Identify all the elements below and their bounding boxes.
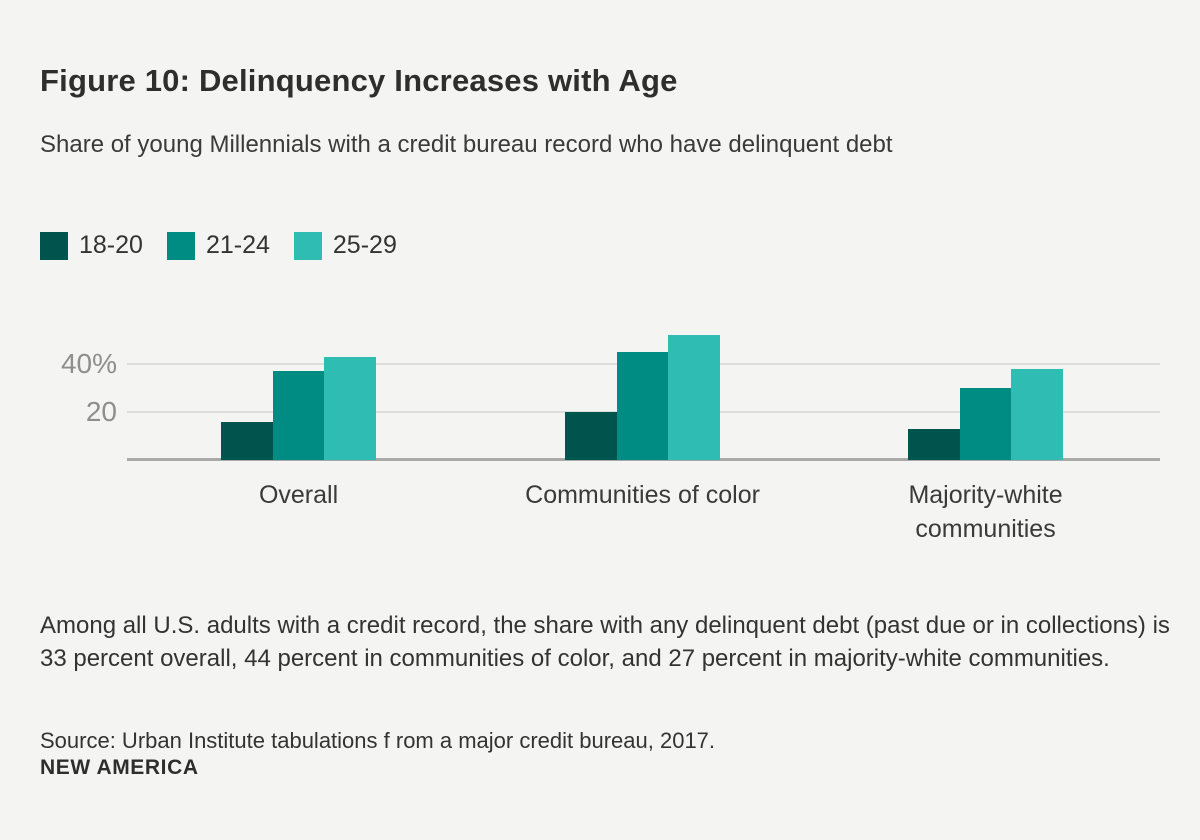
y-tick-label: 20	[85, 396, 117, 427]
legend-item: 18-20	[40, 231, 143, 260]
legend-label: 21-24	[205, 231, 270, 259]
legend-label: 18-20	[79, 231, 143, 259]
bar-21-24	[959, 388, 1012, 460]
bar-group	[908, 368, 1064, 460]
legend-label: 25-29	[332, 231, 397, 259]
chart-caption: Among all U.S. adults with a credit reco…	[40, 612, 1170, 672]
page-subtitle: Share of young Millennials with a credit…	[40, 131, 893, 158]
legend-item: 25-29	[293, 231, 397, 260]
bar-18-20	[908, 428, 960, 460]
brand-logo: NEW AMERICA	[40, 756, 199, 779]
bar-chart: 20 40% Overall Communities of color Majority…	[61, 330, 1160, 543]
chart-legend: 18-20 21-24 25-29	[40, 231, 397, 260]
bar-21-24	[616, 352, 669, 460]
bar-18-20	[221, 421, 273, 460]
bar-25-29	[1011, 368, 1064, 460]
legend-swatch	[40, 231, 68, 260]
bar-25-29	[668, 335, 721, 460]
source-line: Source: Urban Institute tabulations f ro…	[40, 728, 716, 753]
x-axis-label: Majority-white communities	[908, 481, 1063, 543]
page-title: Figure 10: Delinquency Increases with Ag…	[40, 62, 678, 98]
legend-swatch	[166, 231, 195, 260]
bar-25-29	[324, 356, 377, 460]
legend-swatch	[293, 231, 322, 260]
x-axis-label: Communities of color	[525, 481, 760, 509]
bar-18-20	[565, 412, 617, 460]
bar-group	[565, 335, 721, 460]
plot-area: 20 40% Overall Communities of color Majority…	[61, 330, 1160, 543]
bar-group	[221, 356, 377, 460]
y-tick-label: 40%	[60, 348, 117, 379]
bar-21-24	[272, 371, 325, 460]
x-axis-label: Overall	[258, 481, 339, 509]
legend-item: 21-24	[166, 231, 270, 260]
